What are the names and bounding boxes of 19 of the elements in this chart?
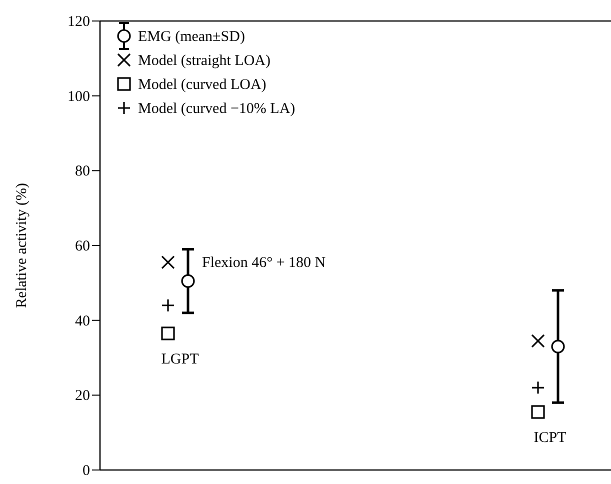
point xyxy=(161,326,175,340)
legend-label: Model (straight LOA) xyxy=(138,53,270,69)
y-tick-label: 0 xyxy=(82,463,90,479)
y-tick-label: 80 xyxy=(75,164,90,180)
y-tick-label: 100 xyxy=(68,88,90,105)
y-axis-title: Relative activity (%) xyxy=(14,183,30,308)
legend-label: Model (curved −10% LA) xyxy=(138,101,296,117)
legend-label: Model (curved LOA) xyxy=(138,77,266,93)
y-tick-label: 20 xyxy=(75,388,90,404)
point xyxy=(531,405,545,419)
y-tick-label: 40 xyxy=(75,313,90,330)
legend-label: EMG (mean±SD) xyxy=(138,29,245,45)
point xyxy=(531,334,545,348)
annotation: Flexion 46° + 180 N xyxy=(202,255,326,272)
x-tick-label: ICPT xyxy=(534,430,566,446)
y-tick-label: 120 xyxy=(68,14,90,30)
x-tick-label: LGPT xyxy=(161,351,199,368)
y-tick-label: 60 xyxy=(75,238,90,254)
point xyxy=(161,256,175,270)
